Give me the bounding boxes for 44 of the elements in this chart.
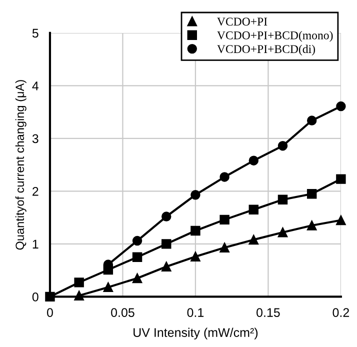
legend-label: VCDO+PI+BCD(mono): [217, 31, 333, 42]
legend-label: VCDO+PI: [217, 18, 268, 26]
point: [220, 172, 230, 182]
point: [132, 252, 142, 262]
y-tick-label: 3: [32, 134, 38, 144]
point: [74, 290, 84, 300]
point: [306, 220, 317, 230]
y-tick-label: 1: [32, 240, 38, 248]
x-tick-label: 0.15: [256, 308, 280, 317]
point: [190, 190, 200, 200]
point: [248, 204, 259, 215]
point: [306, 116, 317, 126]
point: [162, 239, 172, 249]
y-tick-label: 0: [32, 292, 38, 302]
x-tick-label: 0.1: [187, 308, 204, 317]
point: [278, 140, 288, 151]
point: [248, 234, 259, 245]
point: [132, 236, 142, 246]
x-tick-label: 0: [46, 308, 53, 317]
y-axis-title: Quantityof current changing (μA): [15, 80, 26, 250]
point: [278, 194, 288, 204]
point: [336, 101, 346, 112]
point: [248, 156, 259, 166]
point: [220, 214, 230, 225]
point: [220, 242, 230, 252]
point: [74, 278, 84, 288]
point: [45, 292, 55, 302]
y-tick-label: 4: [32, 82, 39, 90]
point: [278, 227, 288, 238]
x-tick-label: 0.05: [111, 308, 134, 317]
point: [103, 282, 114, 292]
x-tick-label: 0.2: [332, 308, 349, 317]
point: [190, 226, 200, 236]
point: [162, 212, 172, 222]
legend-label: VCDO+PI+BCD(di): [217, 44, 315, 56]
point: [336, 215, 346, 226]
point: [162, 262, 172, 272]
y-tick-label: 2: [32, 187, 38, 196]
point: [336, 174, 346, 184]
x-axis-title: UV Intensity (mW/cm²): [134, 328, 258, 340]
point: [190, 252, 200, 262]
point: [306, 188, 317, 199]
point: [132, 273, 142, 284]
y-tick-label: 5: [32, 28, 38, 38]
